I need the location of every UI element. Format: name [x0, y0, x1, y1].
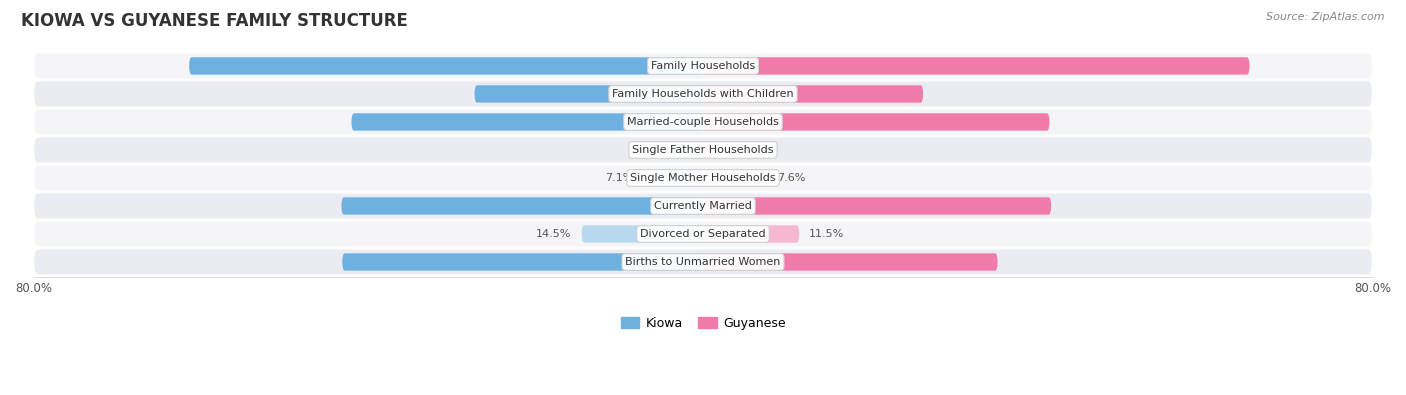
FancyBboxPatch shape	[475, 85, 703, 103]
Text: Single Mother Households: Single Mother Households	[630, 173, 776, 183]
FancyBboxPatch shape	[703, 141, 720, 159]
Text: 2.1%: 2.1%	[731, 145, 759, 155]
Text: 61.4%: 61.4%	[655, 61, 690, 71]
Text: 41.6%: 41.6%	[716, 201, 751, 211]
Text: 43.1%: 43.1%	[655, 257, 690, 267]
FancyBboxPatch shape	[34, 109, 1372, 135]
FancyBboxPatch shape	[342, 253, 703, 271]
Text: Single Father Households: Single Father Households	[633, 145, 773, 155]
FancyBboxPatch shape	[679, 141, 703, 159]
FancyBboxPatch shape	[703, 197, 1052, 214]
Text: 7.1%: 7.1%	[605, 173, 634, 183]
Text: 7.6%: 7.6%	[776, 173, 806, 183]
FancyBboxPatch shape	[190, 57, 703, 75]
Text: Divorced or Separated: Divorced or Separated	[640, 229, 766, 239]
FancyBboxPatch shape	[352, 113, 703, 131]
FancyBboxPatch shape	[34, 221, 1372, 247]
FancyBboxPatch shape	[34, 53, 1372, 79]
Text: Births to Unmarried Women: Births to Unmarried Women	[626, 257, 780, 267]
FancyBboxPatch shape	[34, 137, 1372, 163]
Text: Source: ZipAtlas.com: Source: ZipAtlas.com	[1267, 12, 1385, 22]
FancyBboxPatch shape	[703, 57, 1250, 75]
FancyBboxPatch shape	[34, 165, 1372, 191]
Text: 41.4%: 41.4%	[716, 117, 751, 127]
Text: 11.5%: 11.5%	[810, 229, 845, 239]
Legend: Kiowa, Guyanese: Kiowa, Guyanese	[616, 312, 790, 335]
Text: Married-couple Households: Married-couple Households	[627, 117, 779, 127]
FancyBboxPatch shape	[703, 85, 924, 103]
FancyBboxPatch shape	[644, 169, 703, 187]
Text: 65.3%: 65.3%	[716, 61, 751, 71]
Text: Family Households with Children: Family Households with Children	[612, 89, 794, 99]
FancyBboxPatch shape	[342, 197, 703, 214]
Text: 43.2%: 43.2%	[655, 201, 690, 211]
Text: KIOWA VS GUYANESE FAMILY STRUCTURE: KIOWA VS GUYANESE FAMILY STRUCTURE	[21, 12, 408, 30]
Text: 42.0%: 42.0%	[655, 117, 690, 127]
Text: 14.5%: 14.5%	[536, 229, 572, 239]
FancyBboxPatch shape	[34, 249, 1372, 275]
FancyBboxPatch shape	[703, 113, 1049, 131]
FancyBboxPatch shape	[703, 253, 998, 271]
FancyBboxPatch shape	[34, 193, 1372, 219]
Text: 26.3%: 26.3%	[716, 89, 751, 99]
Text: Family Households: Family Households	[651, 61, 755, 71]
FancyBboxPatch shape	[703, 169, 766, 187]
FancyBboxPatch shape	[34, 81, 1372, 107]
FancyBboxPatch shape	[582, 225, 703, 243]
FancyBboxPatch shape	[703, 225, 799, 243]
Text: 2.8%: 2.8%	[641, 145, 669, 155]
Text: 35.2%: 35.2%	[716, 257, 751, 267]
Text: 27.3%: 27.3%	[655, 89, 690, 99]
Text: Currently Married: Currently Married	[654, 201, 752, 211]
